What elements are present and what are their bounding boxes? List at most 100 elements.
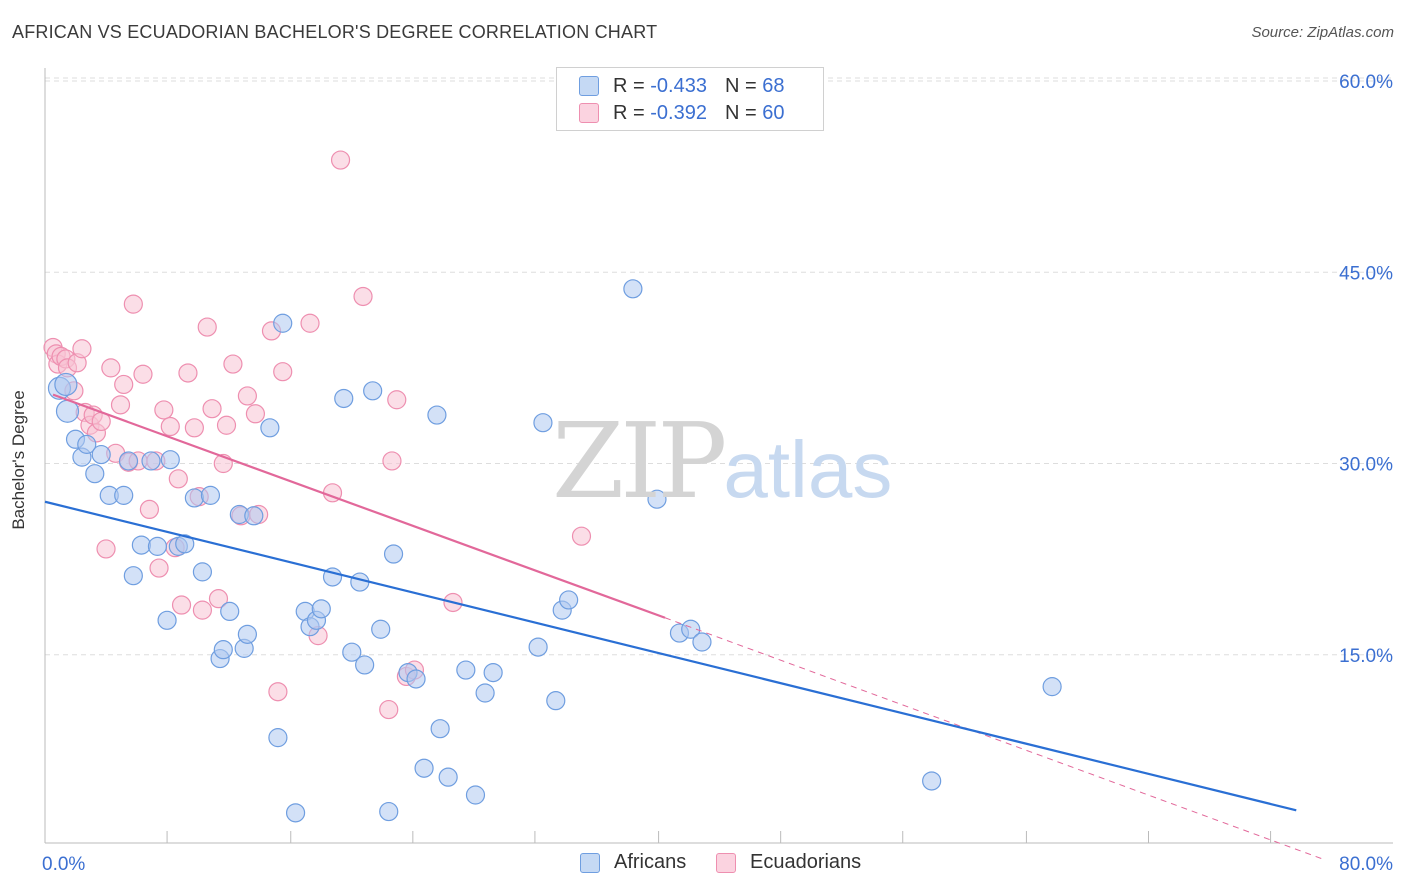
africans-point-10 <box>118 451 139 471</box>
y-tick-label-45: 45.0% <box>1339 263 1393 284</box>
series-legend: Africans Ecuadorians <box>0 851 1406 877</box>
ecuadorians-r-value: -0.392 <box>650 101 707 124</box>
africans-point-53 <box>465 785 486 805</box>
africans-r-label: R = <box>613 74 645 97</box>
africans-legend-swatch <box>580 852 600 873</box>
africans-point-49 <box>427 405 447 425</box>
axes <box>44 68 1393 844</box>
ecuadorians-swatch <box>579 103 599 123</box>
ecuadorians-n-value: 60 <box>762 101 785 124</box>
africans-point-13 <box>141 451 161 471</box>
africans-point-64 <box>681 619 701 639</box>
legend-row-africans: R = -0.433 N = 68 <box>579 74 784 98</box>
africans-swatch <box>579 76 599 96</box>
ecuadorians-trend-extension <box>664 617 1323 860</box>
ecuadorians-trend-line <box>52 393 666 619</box>
africans-point-31 <box>273 313 293 333</box>
africans-point-58 <box>546 691 566 711</box>
africans-point-57 <box>533 413 553 433</box>
watermark-atlas: atlas <box>723 425 893 514</box>
ecuadorians-point-22 <box>133 364 153 384</box>
africans-point-11 <box>123 566 143 586</box>
ecuadorians-point-37 <box>208 589 229 609</box>
africans-point-9 <box>114 485 134 505</box>
ecuadorians-point-23 <box>139 499 160 519</box>
africans-point-43 <box>371 619 391 639</box>
ecuadorians-point-43 <box>245 404 266 424</box>
africans-point-55 <box>483 662 503 683</box>
africans-point-30 <box>268 728 288 748</box>
x-tick-label-1: 80.0% <box>1339 854 1393 875</box>
y-tick-labels: 15.0% 30.0% 45.0% 60.0% <box>1339 72 1393 667</box>
africans-point-6 <box>85 464 105 484</box>
africans-point-12 <box>131 535 151 555</box>
africans-legend-label: Africans <box>614 851 687 873</box>
ecuadorians-r-label: R = <box>613 101 645 124</box>
ecuadorians-point-15 <box>101 358 121 378</box>
ecuadorians-point-25 <box>149 558 169 578</box>
ecuadorians-point-36 <box>202 399 222 419</box>
africans-r-value: -0.433 <box>650 74 707 97</box>
grid-lines <box>45 77 1393 656</box>
africans-point-20 <box>192 562 213 582</box>
ecuadorians-point-59 <box>571 526 592 546</box>
ecuadorians-point-35 <box>197 317 217 337</box>
legend-item-africans: Africans <box>580 851 686 874</box>
ecuadorians-legend-swatch <box>716 852 736 873</box>
ecuadorians-point-20 <box>123 294 143 314</box>
watermark-zip: ZIP <box>552 400 727 522</box>
africans-point-56 <box>528 637 548 657</box>
africans-point-16 <box>160 450 180 470</box>
africans-point-18 <box>175 534 195 554</box>
ecuadorians-point-32 <box>184 418 204 438</box>
africans-trend-line <box>44 500 1297 812</box>
ecuadorians-point-47 <box>273 362 293 382</box>
africans-point-41 <box>355 655 375 675</box>
ecuadorians-point-17 <box>110 395 131 415</box>
africans-point-44 <box>379 801 399 822</box>
africans-point-36 <box>311 599 331 619</box>
africans-point-23 <box>213 640 233 660</box>
ecuadorians-point-26 <box>154 400 174 420</box>
africans-n-label: N = <box>724 74 757 97</box>
ecuadorians-point-34 <box>192 600 213 620</box>
trend-lines <box>44 393 1323 860</box>
africans-point-62 <box>647 489 667 509</box>
ecuadorians-point-30 <box>171 595 192 615</box>
ecuadorians-point-31 <box>178 363 198 383</box>
ecuadorians-point-8 <box>72 339 92 359</box>
africans-point-54 <box>475 683 495 703</box>
x-tick-labels: 0.0% 80.0% <box>42 854 1393 875</box>
y-tick-label-30: 30.0% <box>1339 455 1393 476</box>
legend-row-ecuadorians: R = -0.392 N = 60 <box>579 101 784 125</box>
ecuadorians-point-40 <box>223 354 243 374</box>
africans-point-38 <box>334 388 354 409</box>
africans-point-24 <box>220 601 240 622</box>
ecuadorians-point-42 <box>237 386 257 406</box>
ecuadorians-point-39 <box>216 415 237 435</box>
africans-n-value: 68 <box>762 74 785 97</box>
ecuadorians-point-51 <box>330 150 351 170</box>
ecuadorians-point-55 <box>387 390 407 410</box>
africans-point-39 <box>342 642 362 662</box>
africans-point-21 <box>200 485 221 505</box>
africans-point-52 <box>456 660 476 680</box>
africans-point-48 <box>414 758 434 778</box>
y-axis-label: Bachelor's Degree <box>9 390 28 530</box>
chart-title: AFRICAN VS ECUADORIAN BACHELOR'S DEGREE … <box>12 22 658 42</box>
africans-point-40 <box>350 572 370 592</box>
source-label: Source: ZipAtlas.com <box>1251 24 1394 41</box>
y-tick-label-60: 60.0% <box>1339 72 1393 93</box>
africans-point-15 <box>157 610 177 630</box>
ecuadorians-point-48 <box>300 313 320 333</box>
ecuadorians-n-label: N = <box>724 101 757 124</box>
africans-point-29 <box>260 418 280 438</box>
ecuadorians-points <box>43 150 592 720</box>
africans-point-28 <box>244 506 264 526</box>
africans-point-67 <box>1042 677 1062 697</box>
africans-point-14 <box>147 536 168 556</box>
africans-points <box>47 279 1062 823</box>
y-tick-label-15: 15.0% <box>1339 646 1393 667</box>
ecuadorians-point-29 <box>168 469 188 489</box>
